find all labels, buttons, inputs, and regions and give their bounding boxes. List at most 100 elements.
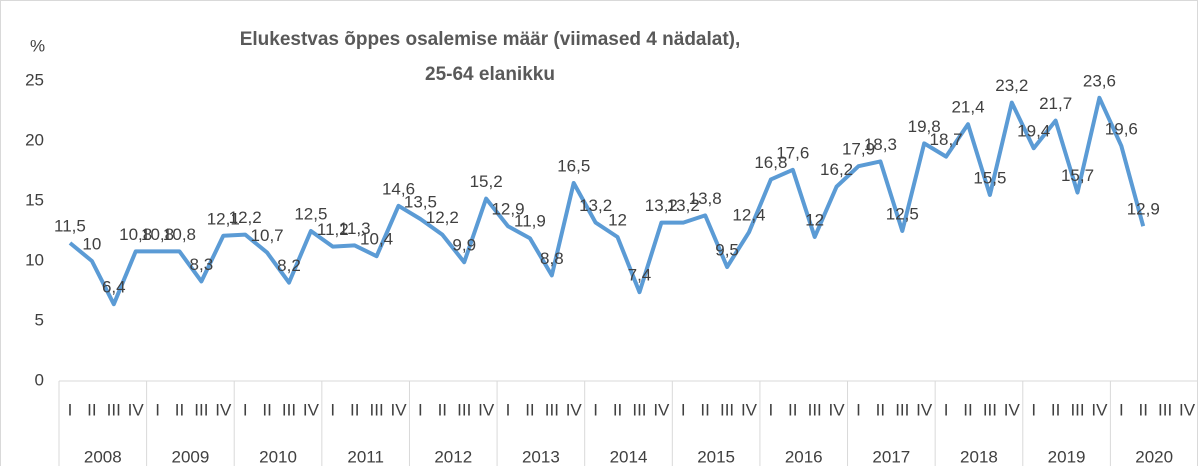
x-tick-label: III (194, 400, 208, 419)
chart-title: Elukestvas õppes osalemise määr (viimase… (240, 29, 741, 50)
data-label: 10,4 (360, 230, 393, 249)
x-tick-label: II (175, 400, 184, 419)
data-label: 9,5 (715, 240, 739, 259)
data-label: 21,7 (1039, 94, 1072, 113)
data-label: 13,2 (579, 196, 612, 215)
x-tick-label: III (632, 400, 646, 419)
x-tick-label: I (330, 400, 335, 419)
y-tick-label: 5 (35, 310, 44, 329)
data-label: 15,2 (470, 172, 503, 191)
data-label: 12 (805, 210, 824, 229)
data-label: 15,7 (1061, 166, 1094, 185)
x-tick-label: I (681, 400, 686, 419)
data-label: 12,1 (207, 209, 240, 228)
data-label: 16,8 (754, 153, 787, 172)
y-axis-label: % (30, 36, 45, 55)
year-label: 2014 (610, 447, 648, 466)
year-label: 2013 (522, 447, 560, 466)
x-tick-label: IV (916, 400, 933, 419)
x-tick-label: II (350, 400, 359, 419)
chart-title: 25-64 elanikku (425, 64, 555, 85)
data-label: 12 (608, 210, 627, 229)
data-label: 10,8 (163, 225, 196, 244)
x-tick-label: IV (1004, 400, 1021, 419)
x-tick-label: IV (128, 400, 145, 419)
year-label: 2020 (1135, 447, 1173, 466)
data-label: 6,4 (102, 278, 126, 297)
x-tick-label: I (593, 400, 598, 419)
data-label: 8,8 (540, 249, 564, 268)
x-tick-label: II (876, 400, 885, 419)
x-tick-label: IV (303, 400, 320, 419)
data-label: 19,8 (908, 117, 941, 136)
x-tick-label: III (1158, 400, 1172, 419)
x-tick-label: I (68, 400, 73, 419)
y-tick-label: 20 (25, 130, 44, 149)
year-label: 2019 (1048, 447, 1086, 466)
x-tick-label: II (613, 400, 622, 419)
data-label: 18,3 (864, 135, 897, 154)
data-label: 10 (82, 234, 101, 253)
x-tick-label: III (895, 400, 909, 419)
data-label: 23,2 (995, 76, 1028, 95)
year-label: 2010 (259, 447, 297, 466)
x-tick-label: I (1031, 400, 1036, 419)
x-tick-label: III (457, 400, 471, 419)
year-label: 2011 (347, 447, 384, 466)
data-label: 12,2 (426, 208, 459, 227)
x-tick-label: II (963, 400, 972, 419)
data-line (68, 95, 1146, 307)
data-label: 16,2 (820, 160, 853, 179)
year-label: 2017 (872, 447, 910, 466)
x-tick-label: IV (215, 400, 232, 419)
data-label: 19,4 (1017, 122, 1050, 141)
x-tick-label: III (545, 400, 559, 419)
data-label: 13,2 (667, 196, 700, 215)
x-tick-label: IV (829, 400, 846, 419)
x-tick-label: IV (653, 400, 670, 419)
x-tick-label: II (700, 400, 709, 419)
year-label: 2012 (434, 447, 472, 466)
x-tick-label: III (720, 400, 734, 419)
x-tick-label: III (983, 400, 997, 419)
x-tick-label: II (1139, 400, 1148, 419)
data-label: 11,5 (54, 216, 86, 235)
x-tick-label: I (769, 400, 774, 419)
data-label: 13,8 (689, 189, 722, 208)
x-tick-label: II (262, 400, 271, 419)
y-tick-label: 10 (25, 250, 44, 269)
x-tick-label: IV (1179, 400, 1196, 419)
data-label: 12,9 (1127, 200, 1160, 219)
x-tick-label: I (944, 400, 949, 419)
data-label: 12,2 (229, 208, 262, 227)
year-label: 2008 (84, 447, 122, 466)
x-tick-label: II (1051, 400, 1060, 419)
data-label: 13,2 (645, 196, 678, 215)
data-label: 10,7 (251, 226, 284, 245)
data-label: 12,4 (732, 206, 765, 225)
data-label: 7,4 (628, 266, 652, 285)
x-tick-label: I (243, 400, 248, 419)
y-tick-label: 25 (25, 70, 44, 89)
data-label: 16,5 (557, 156, 590, 175)
x-tick-label: III (370, 400, 384, 419)
x-tick-label: II (87, 400, 96, 419)
year-label: 2015 (697, 447, 735, 466)
y-tick-label: 0 (35, 370, 44, 389)
x-tick-label: IV (566, 400, 583, 419)
x-tick-label: III (282, 400, 296, 419)
data-label: 13,5 (404, 192, 437, 211)
data-label: 18,7 (930, 130, 963, 149)
x-tick-label: IV (390, 400, 407, 419)
x-tick-label: I (155, 400, 160, 419)
data-label: 12,5 (886, 204, 919, 223)
data-label: 11,9 (514, 212, 546, 231)
data-label: 12,5 (294, 204, 327, 223)
year-label: 2018 (960, 447, 998, 466)
y-tick-label: 15 (25, 190, 44, 209)
data-label: 11,3 (339, 219, 371, 238)
x-tick-label: IV (478, 400, 495, 419)
x-tick-label: II (525, 400, 534, 419)
